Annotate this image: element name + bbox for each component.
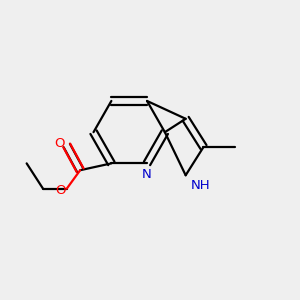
Text: O: O (54, 137, 64, 150)
Text: O: O (56, 184, 66, 197)
Text: NH: NH (191, 179, 211, 192)
Text: N: N (142, 168, 152, 181)
